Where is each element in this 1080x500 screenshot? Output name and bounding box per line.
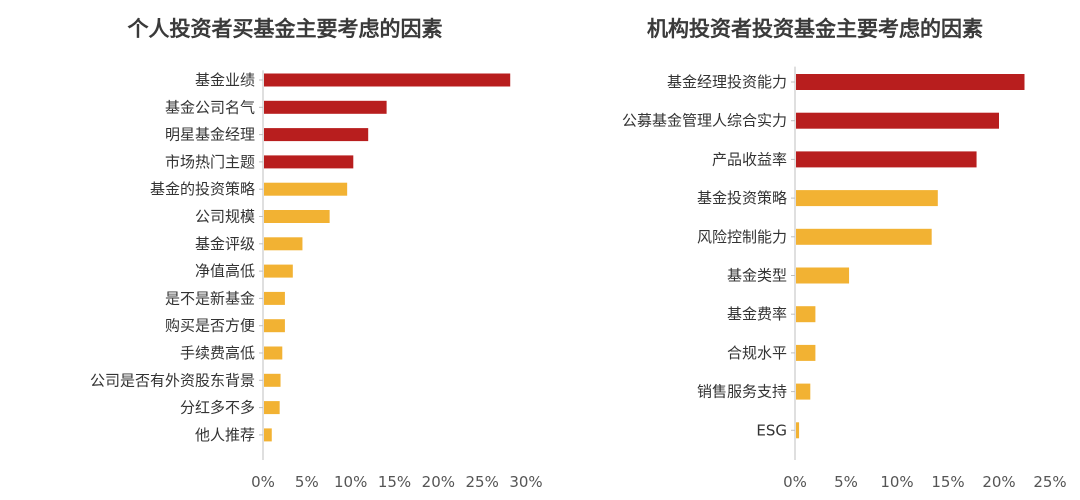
category-label: 基金费率 (727, 305, 787, 323)
category-label: 风险控制能力 (697, 228, 787, 246)
bar (264, 373, 281, 387)
bar (796, 422, 800, 439)
category-label: 合规水平 (727, 344, 787, 362)
x-tick-label: 10% (334, 473, 367, 491)
category-label: 公募基金管理人综合实力 (622, 112, 787, 130)
institutional-investor-chart: 机构投资者投资基金主要考虑的因素 基金经理投资能力公募基金管理人综合实力产品收益… (622, 17, 1067, 491)
bar (264, 210, 330, 223)
category-label: 是不是新基金 (165, 289, 255, 307)
bar (796, 112, 999, 129)
x-tick-label: 25% (465, 473, 498, 491)
category-label: 基金类型 (727, 267, 787, 285)
category-label: 手续费高低 (180, 344, 255, 362)
bar (264, 100, 387, 114)
bar (264, 264, 293, 278)
category-label: 净值高低 (195, 262, 255, 280)
bar (796, 383, 811, 400)
bar (796, 306, 816, 323)
bar (264, 428, 272, 442)
bar (796, 344, 816, 361)
bar (264, 346, 283, 360)
category-label: 明星基金经理 (165, 126, 255, 144)
chart-title-left: 个人投资者买基金主要考虑的因素 (128, 17, 443, 41)
bar (796, 267, 850, 284)
x-tick-label: 15% (931, 473, 964, 491)
category-label: 购买是否方便 (165, 317, 255, 335)
x-tick-label: 20% (982, 473, 1015, 491)
x-tick-label: 5% (295, 473, 319, 491)
category-label: 分红多不多 (180, 399, 255, 417)
category-label: 基金业绩 (195, 71, 255, 89)
x-tick-label: 30% (509, 473, 542, 491)
category-label: 公司是否有外资股东背景 (90, 371, 255, 389)
bar (264, 73, 511, 87)
bar (796, 151, 977, 168)
category-label: ESG (756, 421, 787, 439)
x-tick-label: 10% (880, 473, 913, 491)
bar (264, 182, 348, 196)
bar (796, 190, 938, 207)
bar (264, 155, 354, 169)
x-tick-label: 15% (378, 473, 411, 491)
bar (264, 319, 285, 333)
category-label: 基金投资策略 (697, 189, 787, 207)
category-label: 基金公司名气 (165, 98, 255, 116)
individual-investor-chart: 个人投资者买基金主要考虑的因素 基金业绩基金公司名气明星基金经理市场热门主题基金… (90, 17, 543, 491)
category-label: 销售服务支持 (697, 383, 787, 401)
category-label: 他人推荐 (195, 426, 255, 444)
category-label: 基金经理投资能力 (667, 73, 787, 91)
x-tick-label: 5% (834, 473, 858, 491)
category-label: 基金的投资策略 (150, 180, 255, 198)
bar (264, 291, 285, 305)
x-tick-label: 0% (251, 473, 275, 491)
category-label: 市场热门主题 (165, 153, 255, 171)
bar (264, 128, 369, 142)
x-tick-label: 25% (1033, 473, 1066, 491)
bar (796, 74, 1025, 90)
bar (264, 401, 280, 415)
category-label: 基金评级 (195, 235, 255, 253)
category-label: 公司规模 (195, 208, 255, 226)
category-label: 产品收益率 (712, 150, 787, 168)
bar (796, 228, 932, 245)
bar (264, 237, 303, 251)
x-tick-label: 0% (783, 473, 807, 491)
x-tick-label: 20% (422, 473, 455, 491)
chart-title-right: 机构投资者投资基金主要考虑的因素 (647, 17, 983, 41)
